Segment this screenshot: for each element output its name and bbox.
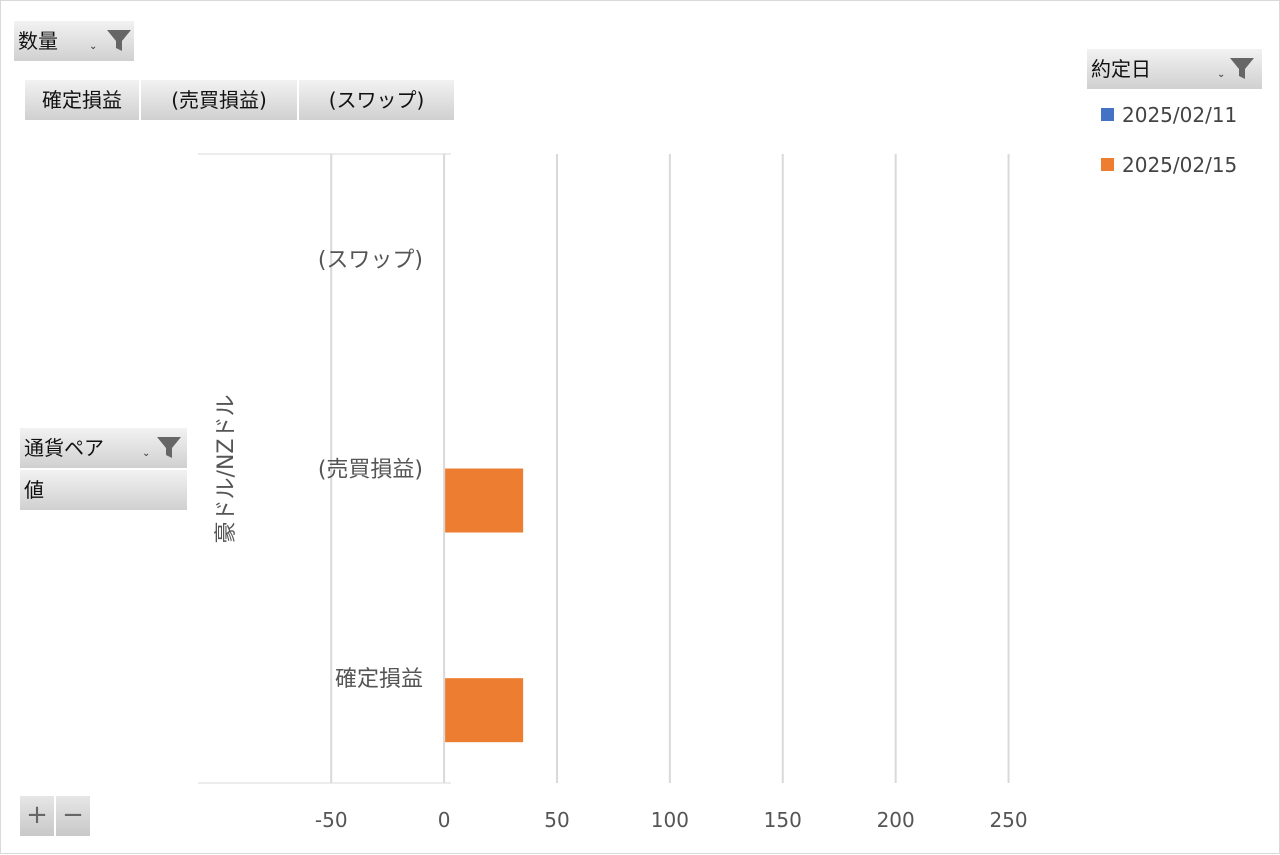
category-label: (スワップ) <box>318 248 423 273</box>
values-row-button[interactable]: 値 <box>20 470 188 510</box>
axis-field-button[interactable]: 通貨ペア ⌄ <box>20 428 188 468</box>
bar[interactable] <box>445 678 524 743</box>
values-field-button[interactable]: 数量 ⌄ <box>14 21 135 61</box>
axis-field-label: 通貨ペア <box>24 436 104 460</box>
x-tick-label: 200 <box>877 808 915 832</box>
dropdown-arrow-icon[interactable]: ⌄ <box>1217 69 1226 80</box>
field-button[interactable]: (スワップ) <box>299 80 455 120</box>
dropdown-arrow-icon[interactable]: ⌄ <box>142 448 151 459</box>
collapse-button[interactable]: − <box>56 796 90 836</box>
x-tick-label: -50 <box>315 808 348 832</box>
category-labels: 確定損益 (売買損益) (スワップ) <box>318 248 423 692</box>
field-button-label: 確定損益 <box>42 88 122 112</box>
bar[interactable] <box>445 468 524 533</box>
x-tick-labels: -50 0 50 100 150 200 250 <box>315 808 1028 832</box>
legend-label: 2025/02/15 <box>1122 153 1238 177</box>
expand-button[interactable]: + <box>20 796 54 836</box>
dropdown-arrow-icon[interactable]: ⌄ <box>89 41 98 52</box>
x-tick-label: 50 <box>544 808 569 832</box>
legend-item[interactable]: 2025/02/11 <box>1101 103 1237 127</box>
field-button-label: (売買損益) <box>171 88 267 112</box>
legend-field-button[interactable]: 約定日 ⌄ <box>1087 49 1263 89</box>
legend-swatch <box>1101 108 1114 121</box>
x-tick-label: 100 <box>651 808 689 832</box>
bars <box>445 468 524 743</box>
x-tick-label: 150 <box>764 808 802 832</box>
funnel-filter-icon[interactable] <box>156 436 182 460</box>
category-label: 確定損益 <box>335 667 423 692</box>
expand-collapse-buttons: + − <box>20 796 92 836</box>
values-field-label: 数量 <box>18 29 58 53</box>
category-label: (売買損益) <box>318 458 423 483</box>
x-tick-label: 0 <box>438 808 451 832</box>
legend-item[interactable]: 2025/02/15 <box>1101 153 1237 177</box>
values-row-label: 値 <box>24 478 44 502</box>
legend-label: 2025/02/11 <box>1122 103 1238 127</box>
gridlines <box>330 154 1010 783</box>
field-button-label: (スワップ) <box>328 88 425 112</box>
legend-swatch <box>1101 158 1114 171</box>
field-button[interactable]: (売買損益) <box>141 80 298 120</box>
funnel-filter-icon[interactable] <box>106 29 132 53</box>
funnel-filter-icon[interactable] <box>1229 57 1255 81</box>
x-tick-label: 250 <box>989 808 1027 832</box>
field-button[interactable]: 確定損益 <box>25 80 140 120</box>
legend-field-label: 約定日 <box>1091 57 1151 81</box>
group-axis-label: 豪ドル/NZドル <box>214 395 239 544</box>
